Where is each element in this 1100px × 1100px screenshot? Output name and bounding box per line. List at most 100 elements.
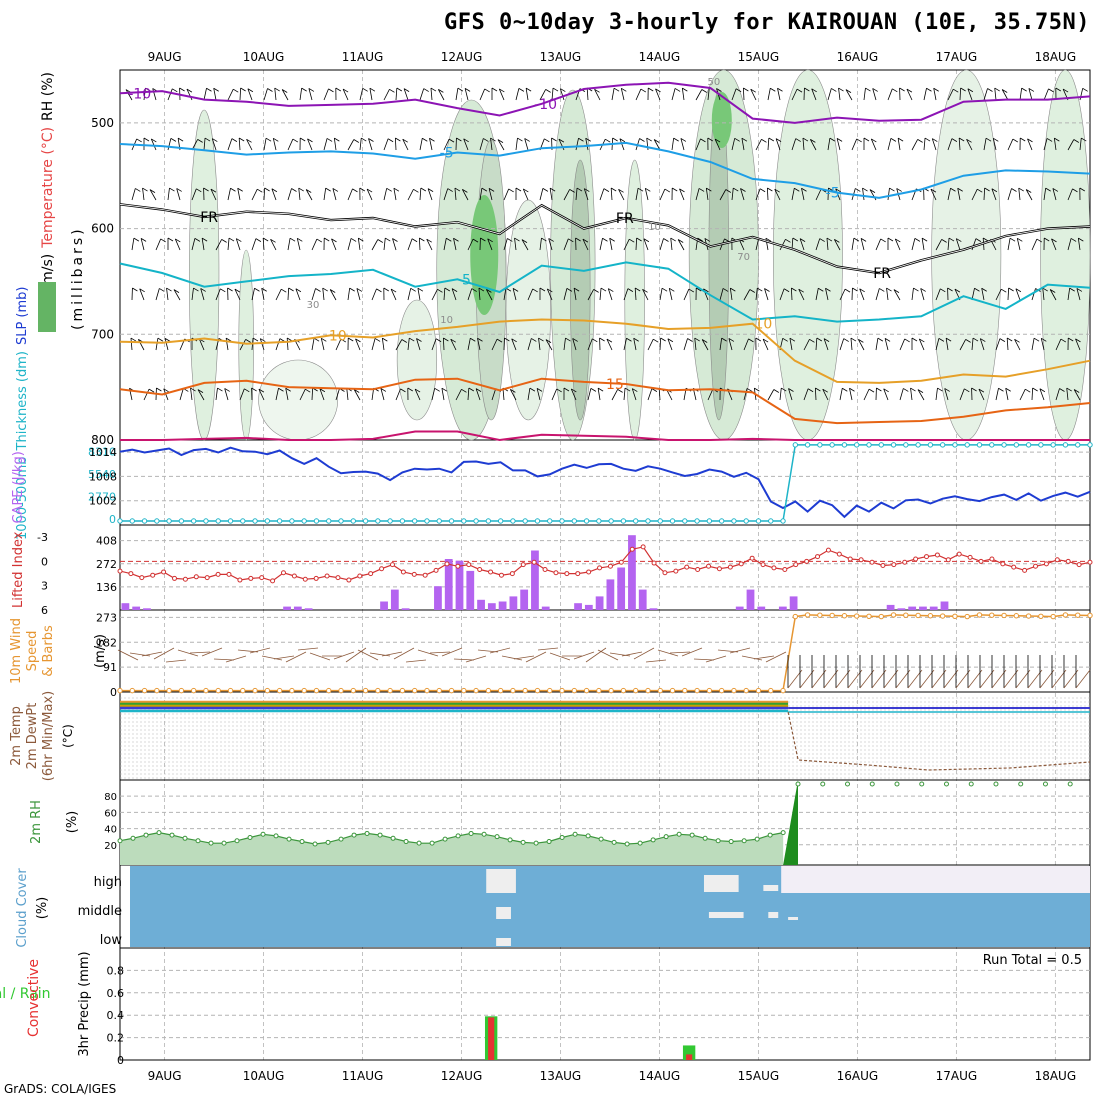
upper-wind-barb-flag [179,87,185,92]
lifted-index-marker [673,568,679,574]
upper-wind-barb-flag [877,337,884,342]
upper-wind-barb [826,238,829,251]
upper-wind-barb-flag [906,88,913,93]
thickness-marker [154,518,160,524]
upper-wind-barb [594,89,601,101]
upper-wind-barb [287,138,294,151]
upper-wind-barb-flag [608,288,614,292]
upper-wind-barb-flag [278,387,284,392]
upper-wind-barb [347,238,352,251]
upper-wind-barb-flag [883,388,889,393]
upper-wind-barb-flag [798,288,804,293]
upper-wind-barb [215,388,218,401]
wind-speed-marker [559,687,565,694]
thickness-marker [424,518,430,524]
upper-wind-barb [299,88,303,101]
upper-wind-barb-flag [965,339,971,343]
isotherm-label: -10 [534,97,557,113]
upper-wind-barb-flag [761,138,767,143]
upper-wind-barb-flag [920,288,926,292]
wind-barb [453,658,475,661]
upper-wind-barb-flag [1054,137,1060,142]
upper-wind-barb [211,138,217,151]
upper-wind-barb [130,338,133,351]
wind-speed-marker [362,687,369,694]
cape-bar [649,608,658,610]
upper-wind-barb [906,88,913,101]
upper-wind-barb-flag [940,288,946,293]
upper-wind-barb-flag [1008,287,1014,292]
upper-wind-barb [1043,188,1047,201]
upper-wind-barb-flag [447,188,453,192]
upper-wind-barb [166,288,169,301]
upper-wind-barb-flag [315,288,321,292]
upper-wind-barb-flag [260,338,266,342]
upper-wind-barb-flag [836,138,843,142]
upper-wind-barb-flag [157,337,164,342]
lifted-index-marker [575,571,581,577]
upper-wind-barb [563,288,568,301]
upper-wind-barb [319,388,325,401]
wind-barb [309,652,331,661]
upper-wind-barb-flag [212,138,218,142]
upper-wind-barb-flag [454,187,461,192]
upper-wind-barb-flag [890,138,897,142]
lifted-index-marker [607,563,613,569]
thickness-line [120,444,1090,522]
wind-barb [489,647,511,654]
upper-wind-barb [933,88,937,101]
isotherm-label: -5 [440,145,454,161]
upper-wind-barb-flag [849,387,855,392]
upper-wind-barb-flag [400,388,406,393]
thickness-marker [976,442,983,448]
upper-wind-barb-flag [913,287,919,292]
upper-wind-barb [862,188,865,201]
upper-wind-barb [563,189,570,201]
upper-wind-barb-flag [893,289,900,293]
upper-wind-barb-flag [468,387,475,392]
upper-wind-barb-flag [462,189,468,193]
upper-wind-barb-flag [609,237,615,242]
upper-wind-barb-flag [919,338,925,343]
upper-wind-barb [497,139,505,151]
upper-wind-barb [992,138,997,151]
upper-wind-barb [431,388,436,401]
rh-marker [637,840,643,846]
upper-wind-barb [366,188,373,201]
upper-wind-barb [611,88,615,101]
upper-wind-barb [1031,338,1035,351]
thickness-marker [461,518,467,524]
lifted-index-marker [978,558,984,564]
upper-wind-barb-flag [661,287,668,292]
rh-marker [481,831,487,837]
upper-wind-barb-flag [234,288,241,293]
upper-wind-barb [287,287,290,301]
cloud-level-label: middle [78,904,122,919]
upper-wind-barb-flag [348,337,354,342]
upper-wind-barb [407,238,413,251]
upper-wind-barb-flag [755,337,761,342]
rh-marker [182,835,188,841]
lifted-index-marker [379,566,385,572]
upper-wind-barb [227,138,233,151]
thickness-marker [903,442,909,448]
upper-wind-barb [850,338,853,351]
upper-wind-barb-flag [1012,138,1019,143]
rh-marker [1067,781,1073,787]
upper-wind-barb-flag [953,88,959,93]
upper-wind-barb-flag [721,337,727,342]
upper-wind-barb-flag [886,287,892,292]
upper-wind-barb-flag [682,87,688,92]
wind-speed-marker [632,687,639,694]
upper-wind-barb [788,388,793,401]
upper-wind-barb [1077,238,1081,251]
upper-wind-barb-flag [809,338,815,343]
upper-wind-barb-flag [477,337,483,342]
upper-wind-barb [371,239,379,251]
upper-wind-barb [618,189,625,201]
thickness-marker [362,518,369,524]
upper-wind-barb-flag [592,338,598,343]
upper-wind-barb-flag [600,287,607,292]
upper-wind-barb [467,388,470,401]
